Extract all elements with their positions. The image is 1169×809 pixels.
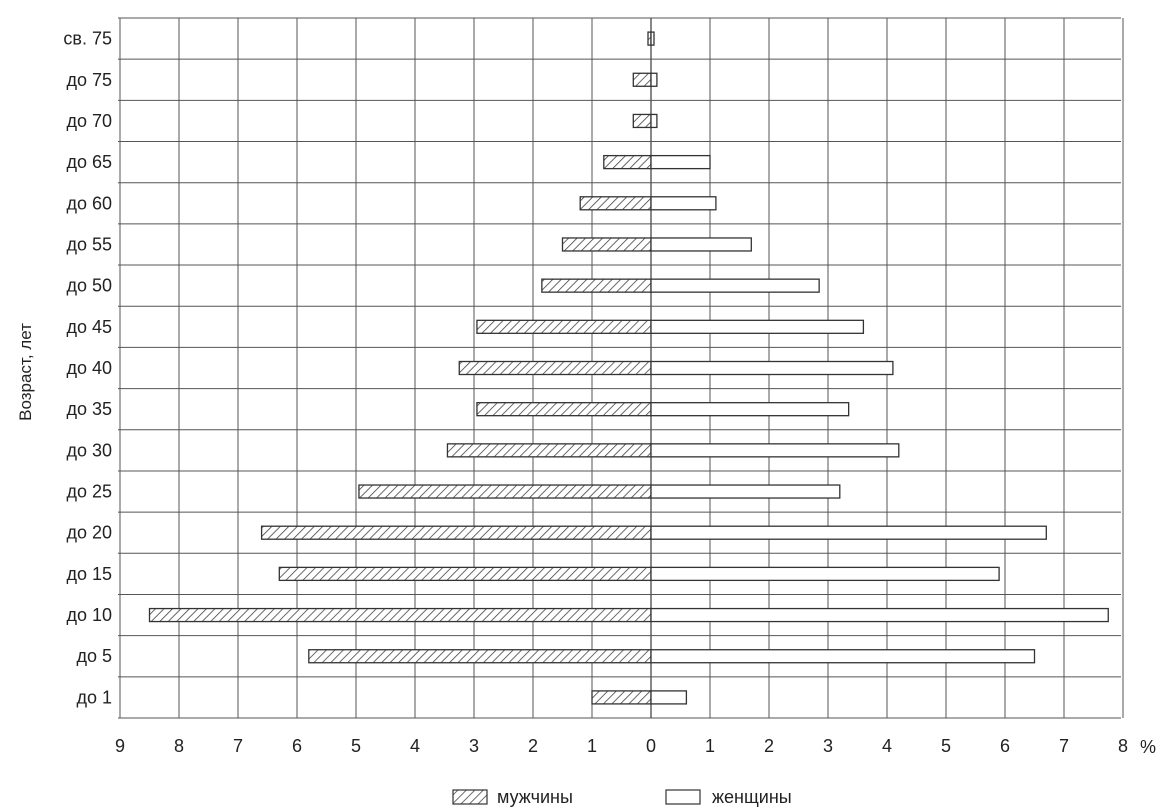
- bar-female: [650, 360, 894, 376]
- bar-female: [650, 154, 711, 170]
- y-tick-label: св. 75: [63, 29, 112, 49]
- bar-female: [650, 278, 820, 293]
- y-tick-label: до 10: [66, 605, 112, 625]
- bar-female: [650, 319, 865, 334]
- bar-female: [650, 237, 752, 252]
- bar-female: [650, 566, 1000, 582]
- x-tick-label: 6: [1000, 736, 1010, 756]
- bar-female: [650, 402, 850, 417]
- bar-female: [650, 649, 1036, 664]
- x-tick-label: 6: [292, 736, 302, 756]
- bars: [148, 31, 1109, 705]
- legend-label-male: мужчины: [497, 787, 573, 807]
- y-tick-label: до 15: [66, 564, 112, 584]
- bar-male: [278, 566, 652, 582]
- legend-swatch-female: [665, 789, 701, 805]
- bar-male: [308, 649, 652, 664]
- bar-male: [632, 113, 652, 129]
- x-tick-label: 0: [646, 736, 656, 756]
- y-tick-label: до 60: [66, 193, 112, 213]
- x-tick-label: 4: [882, 736, 892, 756]
- bar-male: [260, 525, 652, 540]
- x-tick-label: 5: [941, 736, 951, 756]
- bar-male: [603, 154, 652, 170]
- x-tick-label: 7: [233, 736, 243, 756]
- x-tick-label: 3: [823, 736, 833, 756]
- x-tick-label: 8: [1118, 736, 1128, 756]
- bar-male: [591, 690, 652, 705]
- bar-male: [561, 237, 652, 252]
- bar-male: [446, 443, 652, 458]
- legend-swatch-male: [452, 789, 488, 805]
- bar-female: [650, 484, 841, 499]
- bar-female: [650, 31, 655, 46]
- y-tick-label: до 65: [66, 152, 112, 172]
- y-tick-label: до 50: [66, 276, 112, 296]
- bar-male: [458, 360, 652, 376]
- x-tick-label: 2: [764, 736, 774, 756]
- bar-male: [579, 196, 652, 211]
- bar-male: [148, 607, 652, 623]
- y-tick-label: до 70: [66, 111, 112, 131]
- y-tick-label: до 5: [76, 646, 112, 666]
- bar-female: [650, 113, 658, 129]
- y-tick-label: до 55: [66, 234, 112, 254]
- bar-female: [650, 690, 688, 705]
- x-tick-label: 1: [587, 736, 597, 756]
- bar-male: [541, 278, 652, 293]
- bar-female: [650, 72, 658, 87]
- bar-male: [632, 72, 652, 87]
- y-tick-label: до 1: [76, 687, 112, 707]
- bar-female: [650, 525, 1047, 540]
- legend: мужчины женщины: [452, 787, 792, 807]
- x-tick-labels: 9 8 7 6 5 4 3 2 1 0 1 2 3 4 5 6 7 8: [115, 736, 1128, 756]
- x-tick-label: 7: [1059, 736, 1069, 756]
- y-tick-label: до 35: [66, 399, 112, 419]
- y-tick-label: до 30: [66, 440, 112, 460]
- y-tick-label: до 40: [66, 358, 112, 378]
- x-tick-label: 8: [174, 736, 184, 756]
- y-tick-labels: св. 75 до 75 до 70 до 65 до 60 до 55 до 50 до 4…: [63, 29, 112, 708]
- x-tick-label: 9: [115, 736, 125, 756]
- bar-female: [650, 196, 717, 211]
- bar-female: [650, 607, 1109, 623]
- bar-male: [358, 484, 652, 499]
- x-tick-label: 1: [705, 736, 715, 756]
- legend-label-female: женщины: [712, 787, 792, 807]
- x-axis-unit: %: [1140, 737, 1156, 757]
- y-axis-title: Возраст, лет: [16, 323, 35, 421]
- y-tick-label: до 75: [66, 70, 112, 90]
- x-tick-label: 3: [469, 736, 479, 756]
- bar-female: [650, 443, 900, 458]
- x-tick-label: 2: [528, 736, 538, 756]
- x-tick-label: 4: [410, 736, 420, 756]
- bar-male: [476, 319, 652, 334]
- x-tick-label: 5: [351, 736, 361, 756]
- y-tick-label: до 45: [66, 317, 112, 337]
- y-tick-label: до 25: [66, 482, 112, 502]
- y-tick-label: до 20: [66, 523, 112, 543]
- bar-male: [476, 402, 652, 417]
